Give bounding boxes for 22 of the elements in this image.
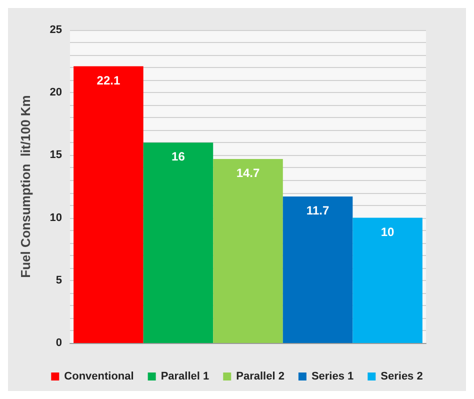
bar [282, 196, 353, 343]
y-tick-label: 15 [50, 149, 62, 162]
data-label: 10 [380, 224, 395, 239]
y-axis-title: Fuel Consumption lit/100 Km [18, 95, 33, 278]
data-label: 14.7 [236, 166, 260, 180]
y-tick-label: 25 [50, 24, 62, 36]
legend-label: Parallel 2 [236, 370, 284, 382]
bar [143, 142, 214, 343]
y-tick-label: 5 [56, 274, 62, 286]
bar [213, 158, 283, 343]
data-label: 22.1 [96, 73, 120, 88]
bar [74, 66, 144, 343]
bar [352, 218, 422, 343]
data-label: 16 [172, 150, 186, 164]
legend-label: Parallel 1 [160, 370, 210, 382]
legend-label: Conventional [64, 370, 134, 382]
y-tick-label: 20 [50, 86, 62, 99]
legend-label: Series 1 [311, 370, 354, 382]
data-label: 11.7 [306, 204, 330, 218]
y-tick-label: 0 [56, 337, 62, 349]
legend-label: Series 2 [380, 370, 423, 382]
y-tick-label: 10 [50, 212, 62, 224]
